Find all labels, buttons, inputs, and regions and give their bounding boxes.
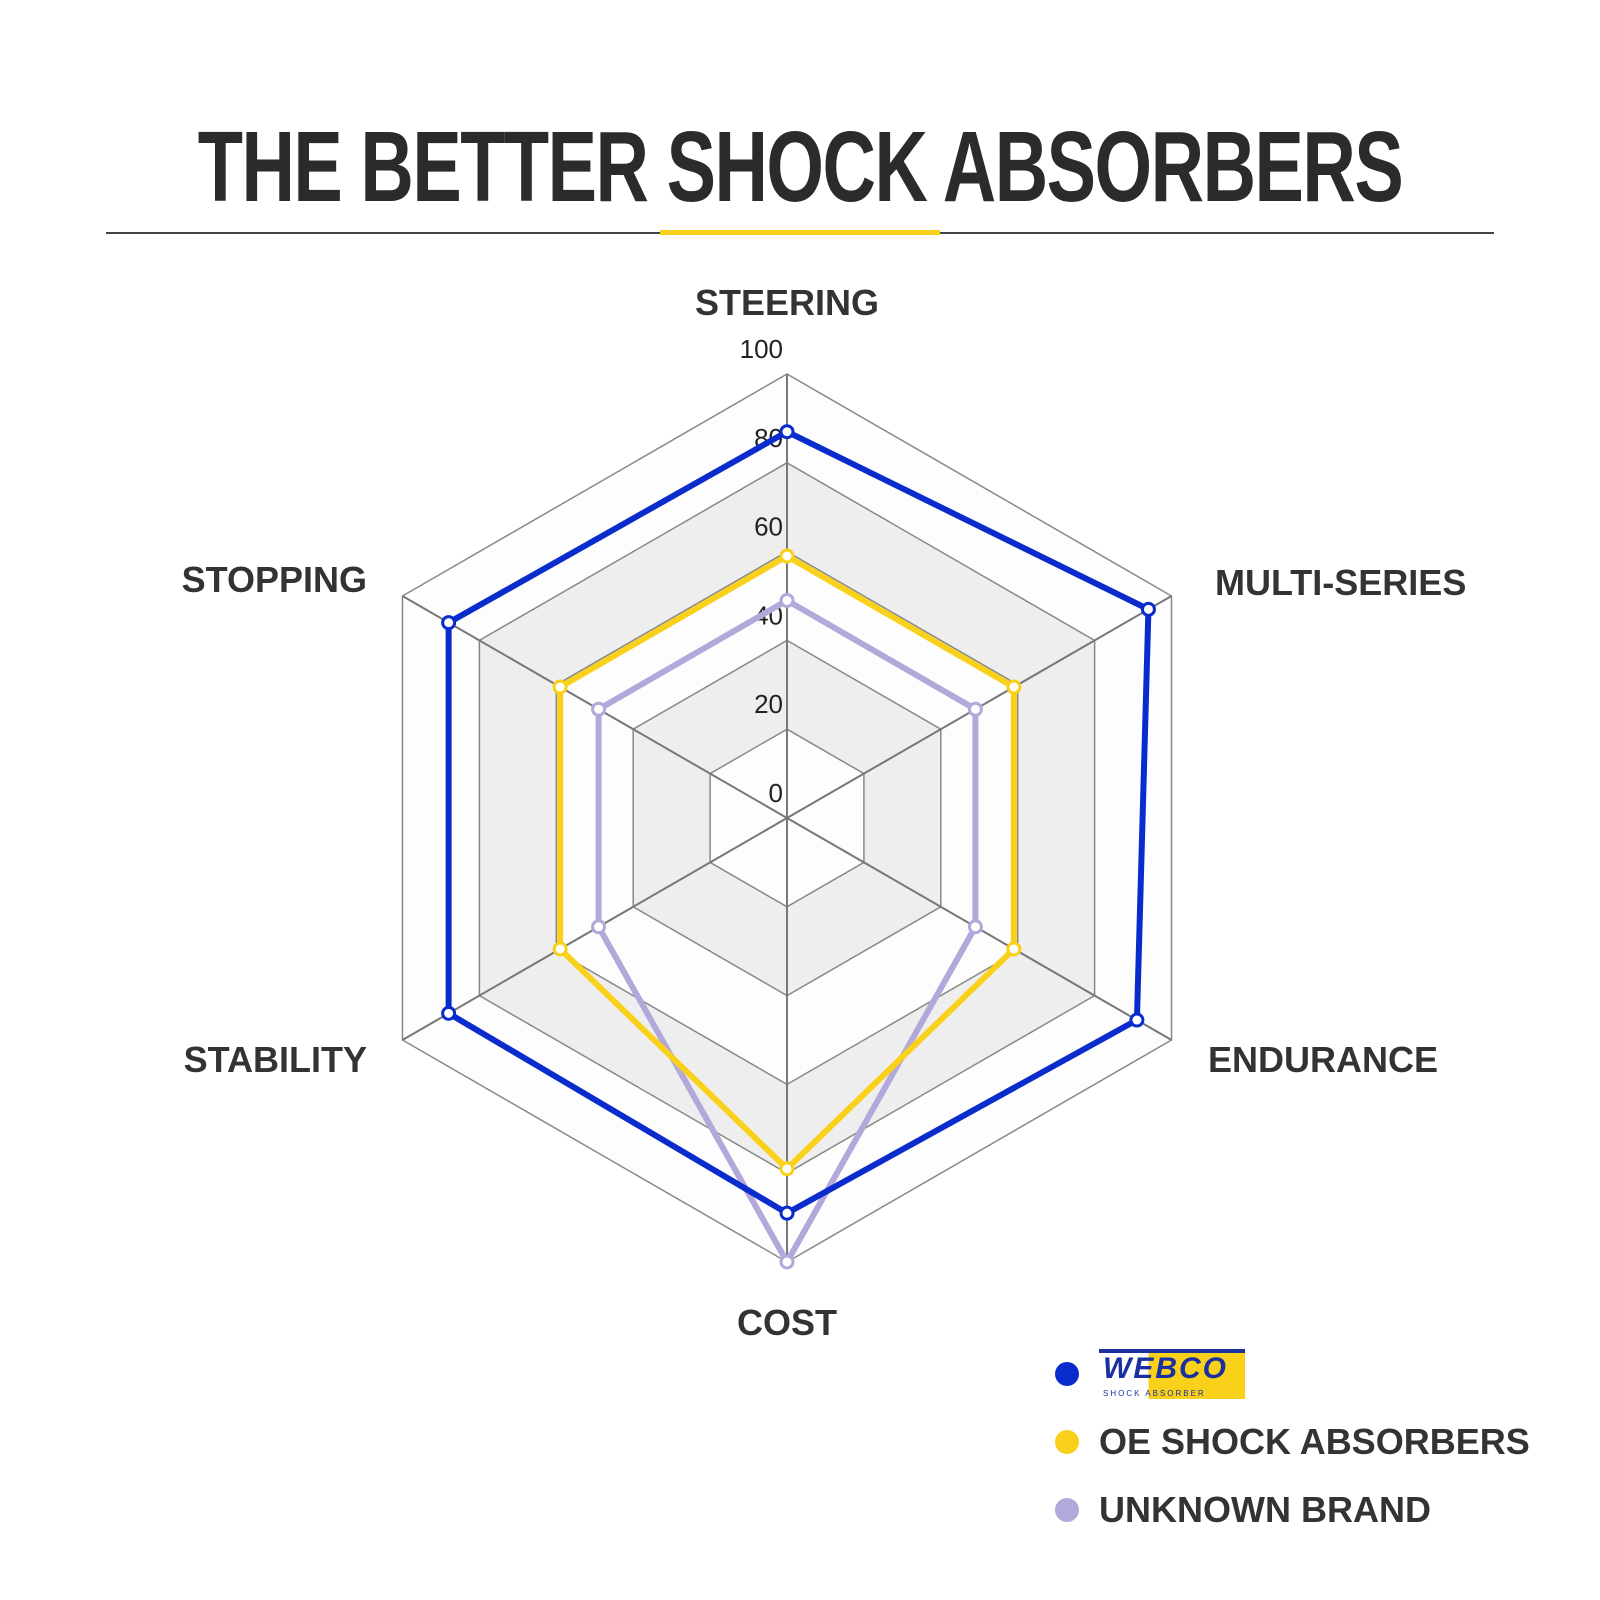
logo-subtext: SHOCK ABSORBER <box>1103 1389 1206 1398</box>
data-point <box>779 548 795 564</box>
data-point <box>552 941 568 957</box>
data-point <box>591 919 607 935</box>
legend-swatch <box>1055 1430 1079 1454</box>
data-point <box>591 701 607 717</box>
webco-logo: WEBCO SHOCK ABSORBER <box>1099 1349 1245 1399</box>
title-divider-accent <box>660 230 940 235</box>
tick-label: 60 <box>754 512 783 542</box>
legend-item-webco: WEBCO SHOCK ABSORBER <box>1055 1340 1530 1408</box>
data-point <box>779 1254 795 1270</box>
legend-label: UNKNOWN BRAND <box>1099 1489 1431 1530</box>
legend: WEBCO SHOCK ABSORBER OE SHOCK ABSORBERS … <box>1055 1340 1530 1544</box>
axis-label-steering: STEERING <box>695 282 879 323</box>
data-point <box>1006 679 1022 695</box>
data-point <box>967 919 983 935</box>
legend-item-oe: OE SHOCK ABSORBERS <box>1055 1408 1530 1476</box>
data-point <box>1140 601 1156 617</box>
tick-label: 0 <box>769 778 783 808</box>
data-point <box>1006 941 1022 957</box>
legend-label: OE SHOCK ABSORBERS <box>1099 1421 1530 1462</box>
data-point <box>1129 1012 1145 1028</box>
data-point <box>779 1161 795 1177</box>
tick-label: 20 <box>754 689 783 719</box>
logo-text: WEBCO <box>1103 1352 1228 1385</box>
data-point <box>779 424 795 440</box>
data-point <box>441 615 457 631</box>
data-point <box>779 592 795 608</box>
data-point <box>779 1205 795 1221</box>
axis-label-multi-series: MULTI-SERIES <box>1215 562 1466 603</box>
data-point <box>967 701 983 717</box>
page-title: THE BETTER SHOCK ABSORBERS <box>197 111 1404 223</box>
data-point <box>552 679 568 695</box>
legend-swatch <box>1055 1498 1079 1522</box>
axis-label-stopping: STOPPING <box>182 559 367 600</box>
legend-swatch <box>1055 1362 1079 1386</box>
legend-item-unknown: UNKNOWN BRAND <box>1055 1476 1530 1544</box>
axis-label-cost: COST <box>737 1302 837 1343</box>
axis-label-endurance: ENDURANCE <box>1208 1039 1438 1080</box>
axis-label-stability: STABILITY <box>184 1039 367 1080</box>
tick-label: 100 <box>740 334 783 364</box>
data-point <box>441 1005 457 1021</box>
